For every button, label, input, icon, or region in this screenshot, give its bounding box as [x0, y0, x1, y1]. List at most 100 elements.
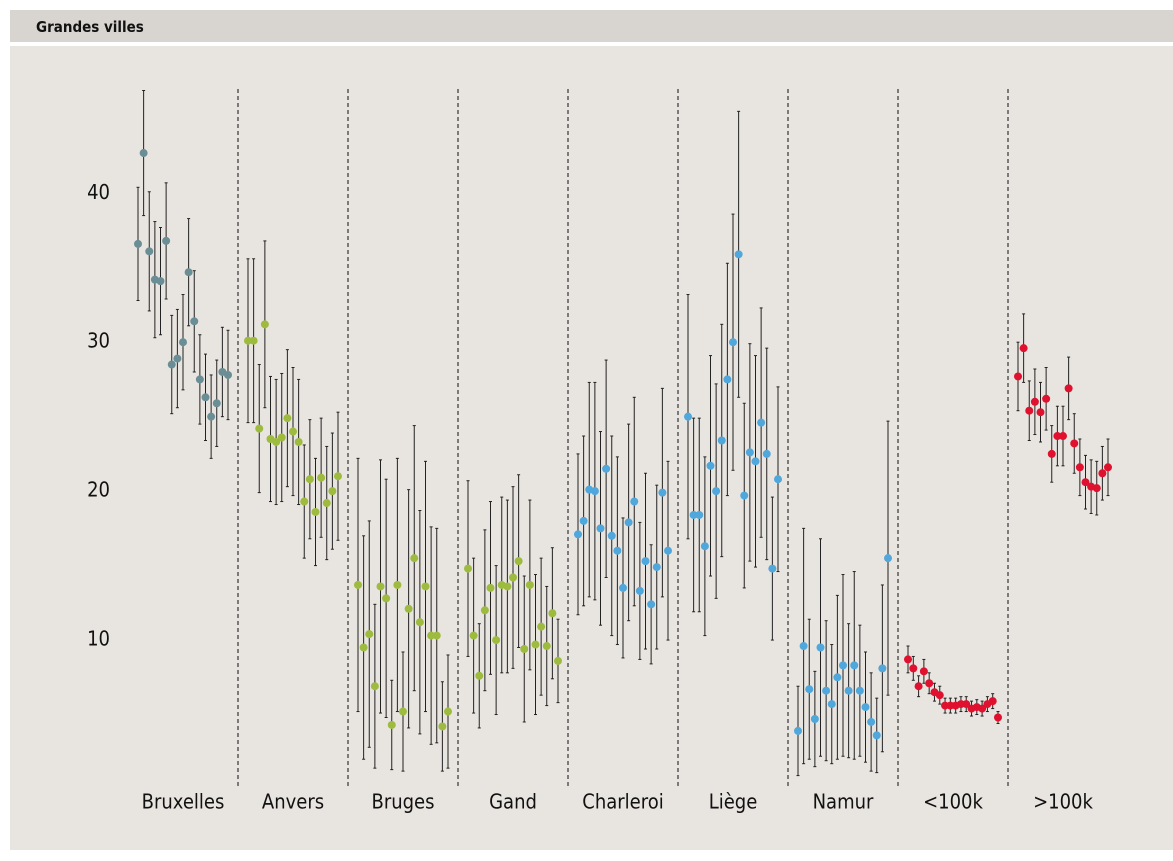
point — [179, 338, 187, 347]
point — [1053, 432, 1062, 441]
point — [514, 557, 523, 566]
point — [145, 247, 154, 256]
point — [531, 640, 540, 649]
point — [878, 664, 887, 673]
point — [658, 488, 667, 497]
point — [1014, 372, 1022, 381]
point — [799, 642, 808, 651]
point — [712, 487, 721, 496]
x-tick-label: >100k — [1033, 790, 1093, 814]
point — [745, 448, 754, 457]
point — [757, 418, 766, 427]
point — [289, 427, 297, 436]
y-tick-label: 20 — [87, 478, 110, 502]
point — [684, 412, 692, 421]
point — [1019, 344, 1028, 353]
chart-title: Grandes villes — [36, 18, 144, 36]
point — [387, 720, 396, 729]
point — [1081, 478, 1090, 487]
point — [370, 682, 379, 691]
point — [619, 583, 627, 592]
point — [723, 375, 732, 384]
point — [480, 606, 489, 615]
x-tick-label: Namur — [813, 790, 874, 814]
point — [184, 268, 193, 277]
point — [432, 631, 441, 640]
point — [872, 731, 881, 740]
point — [706, 461, 715, 470]
point — [734, 250, 743, 259]
point — [376, 582, 385, 591]
point — [359, 643, 368, 652]
point — [914, 682, 923, 691]
point — [1030, 397, 1039, 406]
point — [438, 722, 447, 731]
point — [607, 531, 616, 540]
point — [689, 510, 698, 519]
point — [751, 457, 760, 466]
point — [492, 636, 501, 645]
point — [978, 704, 987, 713]
point — [729, 338, 737, 347]
point — [613, 546, 622, 555]
point — [444, 707, 452, 716]
point — [260, 320, 269, 329]
point — [647, 600, 656, 609]
point — [469, 631, 478, 640]
point — [212, 399, 221, 408]
point — [1036, 408, 1045, 417]
point — [224, 370, 232, 379]
point — [244, 336, 252, 345]
point — [554, 656, 562, 665]
point — [774, 475, 782, 484]
point — [365, 630, 374, 639]
point — [919, 667, 928, 676]
point — [294, 437, 303, 446]
point — [855, 686, 864, 695]
point — [816, 643, 825, 652]
point — [328, 487, 337, 496]
point — [861, 703, 870, 712]
point — [486, 583, 495, 592]
point — [167, 360, 176, 369]
point — [201, 393, 210, 402]
header-bar: Grandes villes — [10, 10, 1173, 42]
point — [305, 475, 314, 484]
point — [590, 487, 599, 496]
point — [994, 713, 1002, 722]
point — [935, 691, 944, 700]
point — [1059, 432, 1067, 441]
point — [537, 622, 546, 631]
point — [740, 491, 749, 500]
point — [548, 609, 557, 618]
point — [173, 354, 182, 363]
point — [139, 149, 148, 158]
plot-background — [10, 46, 1173, 850]
point — [399, 707, 407, 716]
point — [277, 433, 286, 442]
point — [850, 661, 859, 670]
point — [695, 510, 704, 519]
point — [925, 679, 934, 688]
x-tick-label: <100k — [923, 790, 983, 814]
point — [525, 580, 534, 589]
point — [1092, 484, 1101, 493]
x-tick-label: Anvers — [262, 790, 324, 814]
point — [134, 239, 142, 248]
point — [1047, 449, 1056, 458]
point — [311, 507, 320, 516]
y-tick-label: 10 — [87, 627, 110, 651]
point — [393, 580, 402, 589]
point — [207, 412, 216, 421]
point — [272, 437, 281, 446]
point — [1098, 469, 1107, 478]
x-tick-label: Gand — [489, 790, 537, 814]
point — [624, 518, 633, 527]
point — [317, 473, 326, 482]
x-tick-label: Bruxelles — [142, 790, 225, 814]
x-tick-label: Bruges — [371, 790, 434, 814]
point — [909, 664, 918, 673]
point — [805, 685, 814, 694]
point — [415, 618, 424, 627]
